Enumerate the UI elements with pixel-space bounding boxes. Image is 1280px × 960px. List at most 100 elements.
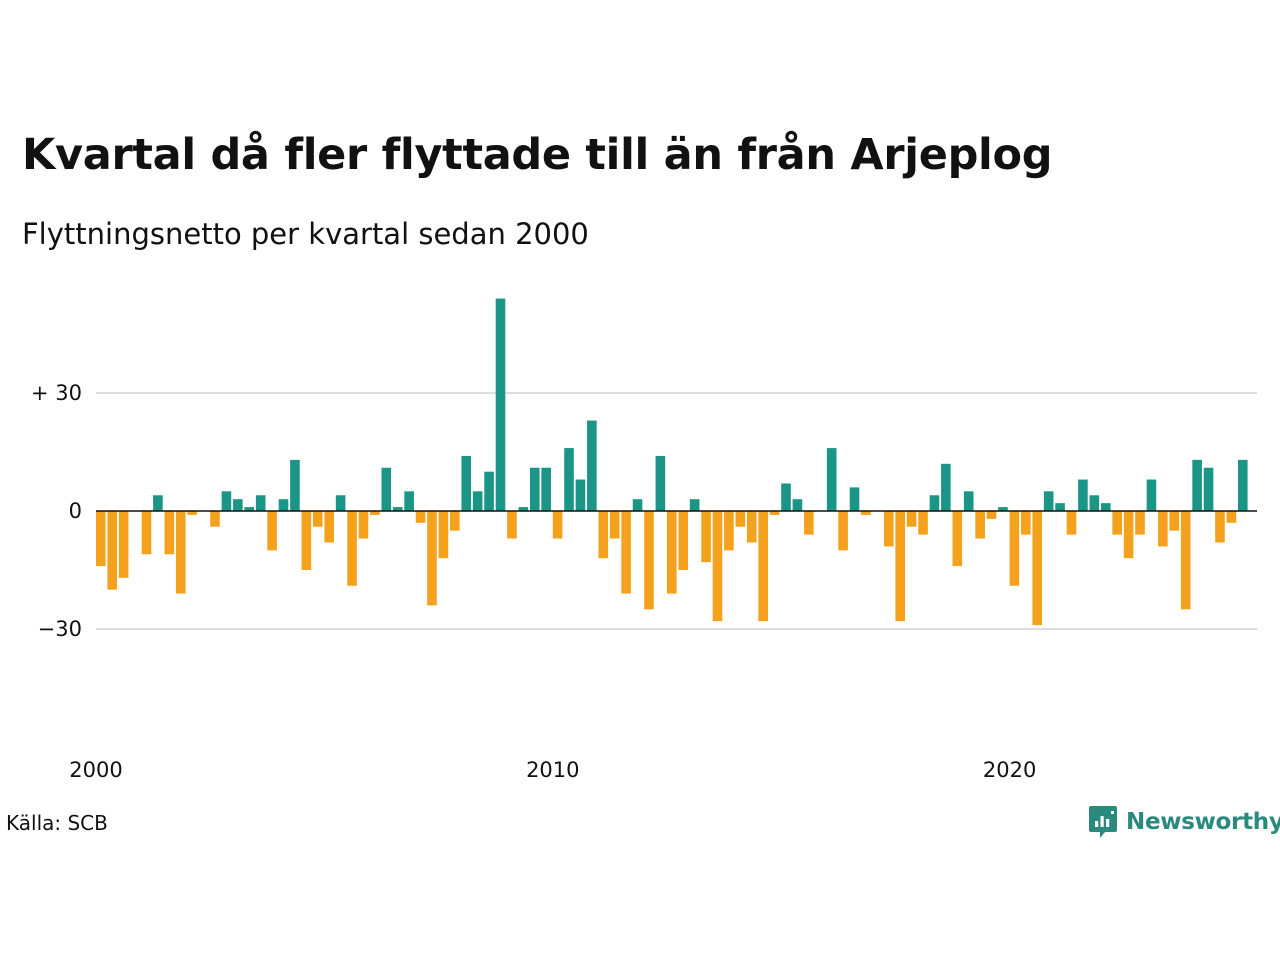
bar xyxy=(986,511,997,519)
bar xyxy=(1238,459,1248,511)
bar xyxy=(392,507,403,511)
bar xyxy=(153,495,163,511)
bar xyxy=(484,471,494,511)
bar xyxy=(1158,511,1168,547)
bar xyxy=(255,495,266,511)
bar xyxy=(1032,511,1043,626)
bar xyxy=(518,507,529,511)
bar xyxy=(118,511,129,578)
bar xyxy=(667,511,677,594)
bar xyxy=(621,511,631,594)
bar xyxy=(1215,511,1225,543)
bar xyxy=(335,495,346,511)
bar xyxy=(472,491,483,511)
bar xyxy=(427,511,437,606)
bar xyxy=(941,463,951,511)
bar xyxy=(507,511,517,539)
bar xyxy=(883,511,894,547)
bar xyxy=(278,499,289,511)
bar xyxy=(1066,511,1077,535)
bar xyxy=(918,511,928,535)
bar xyxy=(575,479,586,511)
grid-lines xyxy=(96,392,1257,630)
bar xyxy=(381,467,392,511)
bar xyxy=(826,448,837,511)
bar xyxy=(370,511,380,515)
bar xyxy=(1021,511,1031,535)
bar xyxy=(324,511,334,543)
bar xyxy=(975,511,985,539)
bar xyxy=(221,491,232,511)
bar xyxy=(1169,511,1180,531)
source-note: Källa: SCB xyxy=(6,811,108,835)
bar xyxy=(552,511,563,539)
bar xyxy=(724,511,734,551)
bar xyxy=(906,511,917,527)
bar xyxy=(735,511,746,527)
bar xyxy=(598,511,609,559)
y-tick-label: + 30 xyxy=(31,381,82,405)
bar xyxy=(495,298,506,511)
bar xyxy=(963,491,974,511)
bar xyxy=(1112,511,1122,535)
bar xyxy=(804,511,814,535)
bar xyxy=(358,511,369,539)
bar xyxy=(895,511,905,622)
bar xyxy=(541,467,551,511)
x-axis-labels: 2000 2010 2020 xyxy=(69,758,1036,782)
bar xyxy=(1123,511,1134,559)
bar xyxy=(792,499,803,511)
bar xyxy=(461,455,472,511)
bar xyxy=(701,511,711,563)
bar xyxy=(210,511,220,527)
bar xyxy=(438,511,449,559)
newsworthy-logo[interactable]: Newsworthy xyxy=(1088,804,1280,840)
bar xyxy=(1192,459,1202,511)
bar xyxy=(404,491,414,511)
bar xyxy=(849,487,860,511)
bar xyxy=(1146,479,1157,511)
bar xyxy=(233,499,243,511)
bar xyxy=(450,511,460,531)
bar xyxy=(758,511,768,622)
bar xyxy=(769,511,780,515)
bar xyxy=(632,499,643,511)
x-tick-label: 2020 xyxy=(983,758,1036,782)
newsworthy-chat-bar-logo-icon xyxy=(1089,806,1117,838)
bar-chart: + 30 0 −30 2000 2010 2020 xyxy=(31,298,1257,782)
bar xyxy=(175,511,186,594)
bar xyxy=(838,511,848,551)
bar xyxy=(290,459,300,511)
bar xyxy=(96,511,106,567)
bar xyxy=(655,455,666,511)
bar xyxy=(1078,479,1088,511)
bar xyxy=(187,511,197,515)
bar xyxy=(781,483,791,511)
bar xyxy=(998,507,1008,511)
bar xyxy=(415,511,426,523)
x-tick-label: 2000 xyxy=(69,758,122,782)
bar xyxy=(1055,503,1065,511)
bars xyxy=(96,298,1248,626)
bar xyxy=(267,511,277,551)
bar xyxy=(587,420,597,511)
bar xyxy=(929,495,940,511)
chart-subtitle: Flyttningsnetto per kvartal sedan 2000 xyxy=(22,217,589,251)
bar xyxy=(1100,503,1111,511)
bar xyxy=(1226,511,1237,523)
bar xyxy=(952,511,963,567)
x-tick-label: 2010 xyxy=(526,758,579,782)
bar xyxy=(1180,511,1191,610)
bar xyxy=(1009,511,1020,586)
y-tick-label: −30 xyxy=(38,617,82,641)
bar xyxy=(529,467,540,511)
bar xyxy=(1203,467,1214,511)
bar xyxy=(301,511,312,570)
chart-title: Kvartal då fler flyttade till än från Ar… xyxy=(22,130,1053,180)
bar xyxy=(678,511,689,570)
bar xyxy=(712,511,723,622)
bar xyxy=(1043,491,1054,511)
bar xyxy=(244,507,255,511)
bar xyxy=(564,448,574,511)
bar xyxy=(689,499,700,511)
